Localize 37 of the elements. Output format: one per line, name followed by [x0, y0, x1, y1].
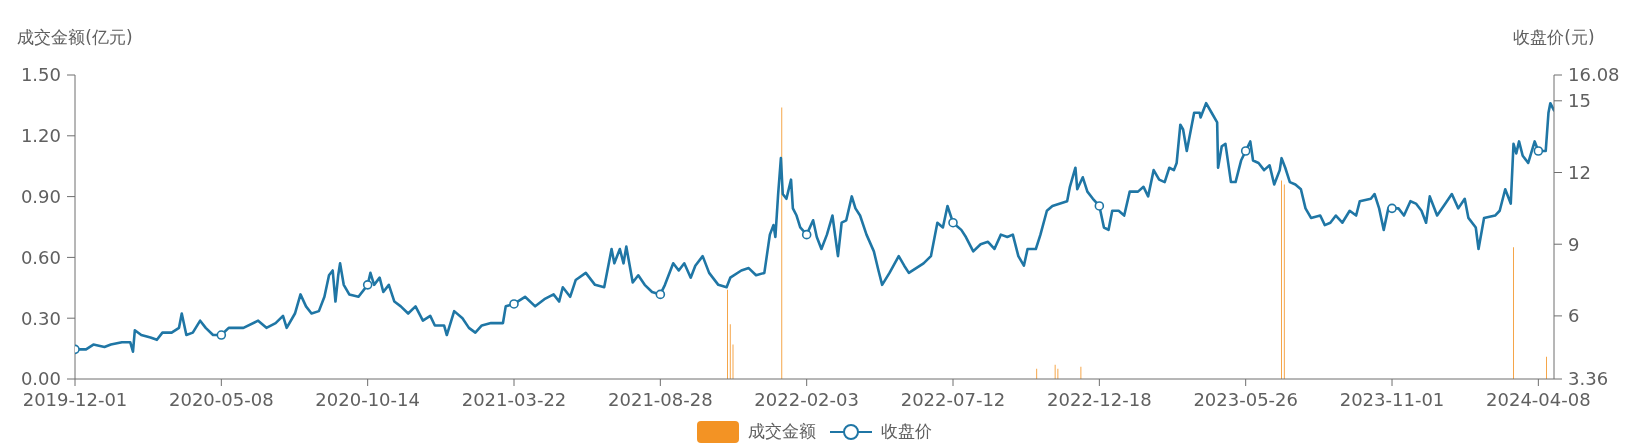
y2-axis-title: 收盘价(元) [1513, 26, 1595, 48]
x-tick-label: 2022-07-12 [900, 388, 1006, 410]
y2-tick-label: 3.36 [1568, 368, 1609, 390]
y2-tick-label: 6 [1568, 305, 1580, 327]
x-tick-label: 2020-05-08 [169, 388, 274, 410]
x-tick-label: 2022-12-18 [1047, 388, 1152, 410]
point [655, 289, 666, 300]
point [1094, 201, 1105, 211]
point [216, 330, 227, 340]
y2-tick-label: 12 [1568, 161, 1591, 183]
x-tick-label: 2024-04-08 [1486, 388, 1591, 410]
legend-label: 收盘价 [880, 420, 932, 443]
x-tick-label: 2023-11-01 [1339, 388, 1445, 410]
point [1240, 146, 1251, 156]
y-tick-label: 1.20 [20, 125, 61, 147]
y-axis-title: 成交金额(亿元) [17, 26, 133, 48]
y2-tick-label: 16.08 [1568, 64, 1620, 86]
point [509, 299, 519, 309]
y-tick-label: 1.50 [20, 64, 61, 86]
point [1387, 203, 1397, 214]
point [362, 280, 373, 290]
y2-tick-label: 15 [1568, 90, 1591, 112]
x-tick-label: 2021-03-22 [461, 388, 567, 410]
y-tick-label: 0.90 [20, 185, 61, 207]
legend-label: 成交金额 [747, 420, 816, 443]
point [801, 229, 812, 240]
x-tick-label: 2020-10-14 [315, 388, 420, 410]
x-tick-label: 2021-08-28 [608, 388, 713, 410]
x-tick-label: 2019-12-01 [22, 388, 128, 410]
y2-tick-label: 9 [1568, 233, 1580, 255]
point [948, 217, 958, 228]
x-tick-label: 2022-02-03 [754, 388, 859, 410]
y-tick-label: 0.30 [20, 307, 61, 329]
y-tick-label: 0.60 [20, 246, 61, 268]
point [1533, 146, 1544, 156]
x-tick-label: 2023-05-26 [1193, 388, 1298, 410]
y-tick-label: 0.00 [20, 368, 61, 390]
